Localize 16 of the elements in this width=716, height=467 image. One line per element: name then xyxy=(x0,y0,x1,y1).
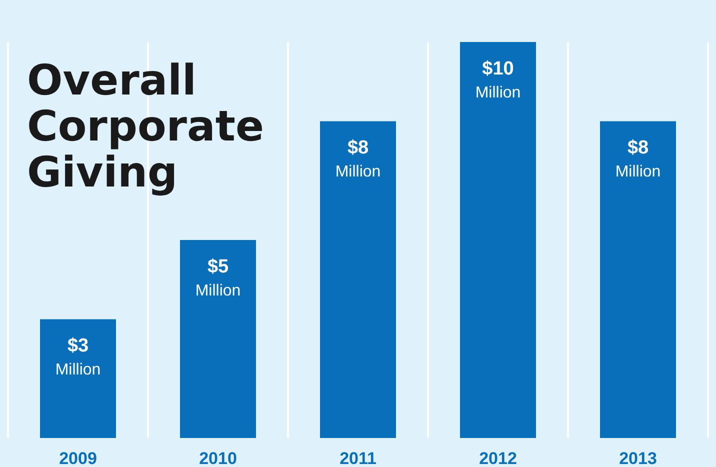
bar xyxy=(40,319,116,438)
bar xyxy=(460,42,536,438)
data-label: $8 Million xyxy=(615,138,661,181)
x-tick-label: 2011 xyxy=(340,449,376,467)
bar xyxy=(180,240,256,438)
x-tick-label: 2010 xyxy=(199,449,237,467)
text: Overall Corporate Giving xyxy=(27,56,279,196)
x-tick-label: 2012 xyxy=(479,449,517,467)
x-tick-label: 2013 xyxy=(619,449,657,467)
data-label: $8 Million xyxy=(335,138,381,181)
bar xyxy=(600,121,676,438)
data-label: $10 Million xyxy=(475,58,521,102)
x-tick-label: 2009 xyxy=(59,449,97,467)
data-label: $3 Million xyxy=(55,336,101,379)
data-label: $5 Million xyxy=(195,256,241,300)
bar xyxy=(320,121,396,438)
